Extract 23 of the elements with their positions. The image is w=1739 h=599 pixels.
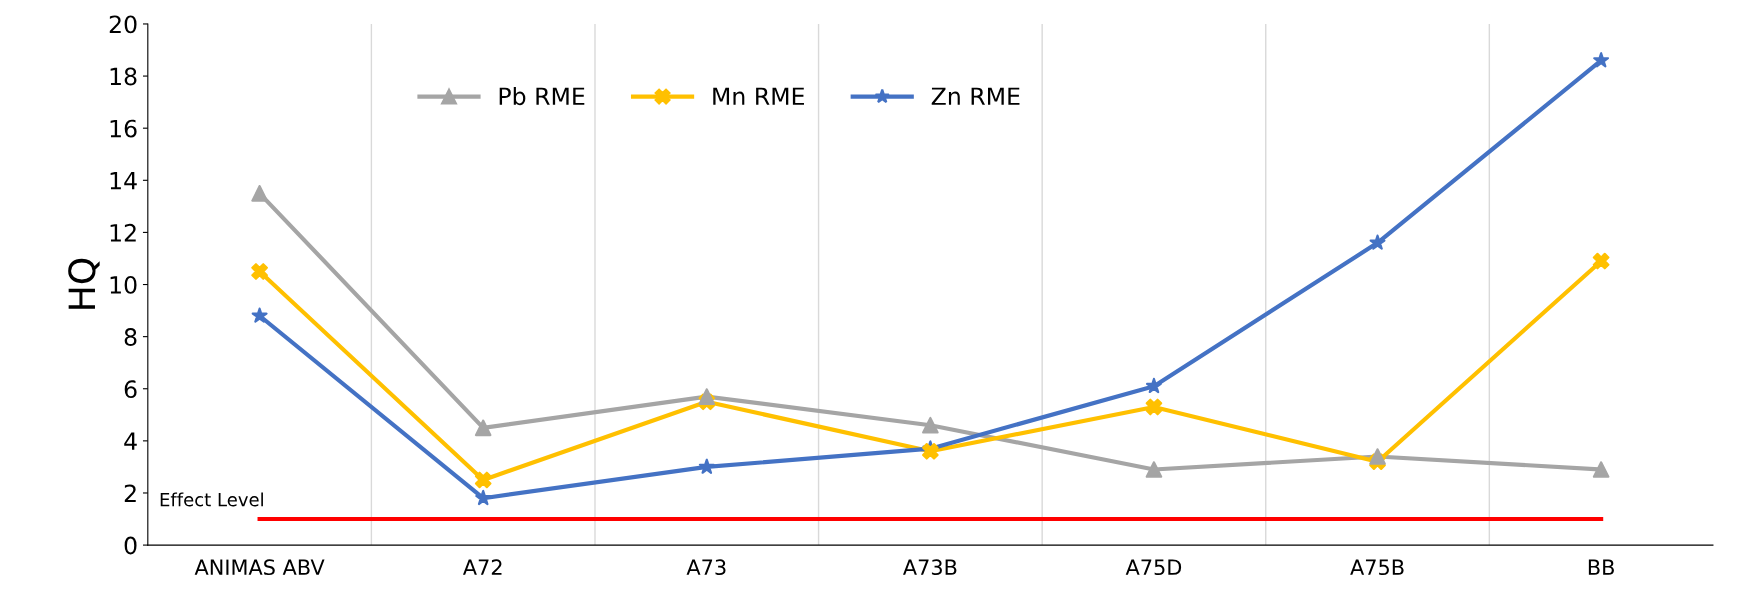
x-tick-label: A72 [462,559,502,575]
ref-line-label: Effect Level [160,492,263,507]
x-tick-label: BB [1588,559,1614,575]
x-tick-label: A73 [686,559,726,576]
y-tick-label: 14 [110,172,137,190]
legend-label: Zn RME [931,87,1020,105]
y-tick-label: 8 [124,328,137,346]
y-tick-label: 4 [124,432,137,450]
y-tick-label: 10 [110,275,137,294]
y-tick-label: 6 [124,380,137,399]
x-tick-label: A73B [903,559,957,576]
legend-label: Pb RME [499,86,585,106]
x-tick-label: A75B [1350,559,1404,576]
x-tick-label: ANIMAS ABV [194,559,325,576]
legend-label: Mn RME [713,87,804,105]
y-axis-title: HQ [68,258,100,309]
y-tick-label: 20 [109,15,137,34]
y-tick-label: 0 [124,536,137,555]
y-tick-label: 12 [110,223,136,242]
y-tick-label: 18 [110,67,137,86]
y-tick-label: 16 [110,119,137,138]
x-tick-label: A75D [1125,559,1182,576]
y-tick-label: 2 [124,484,136,502]
